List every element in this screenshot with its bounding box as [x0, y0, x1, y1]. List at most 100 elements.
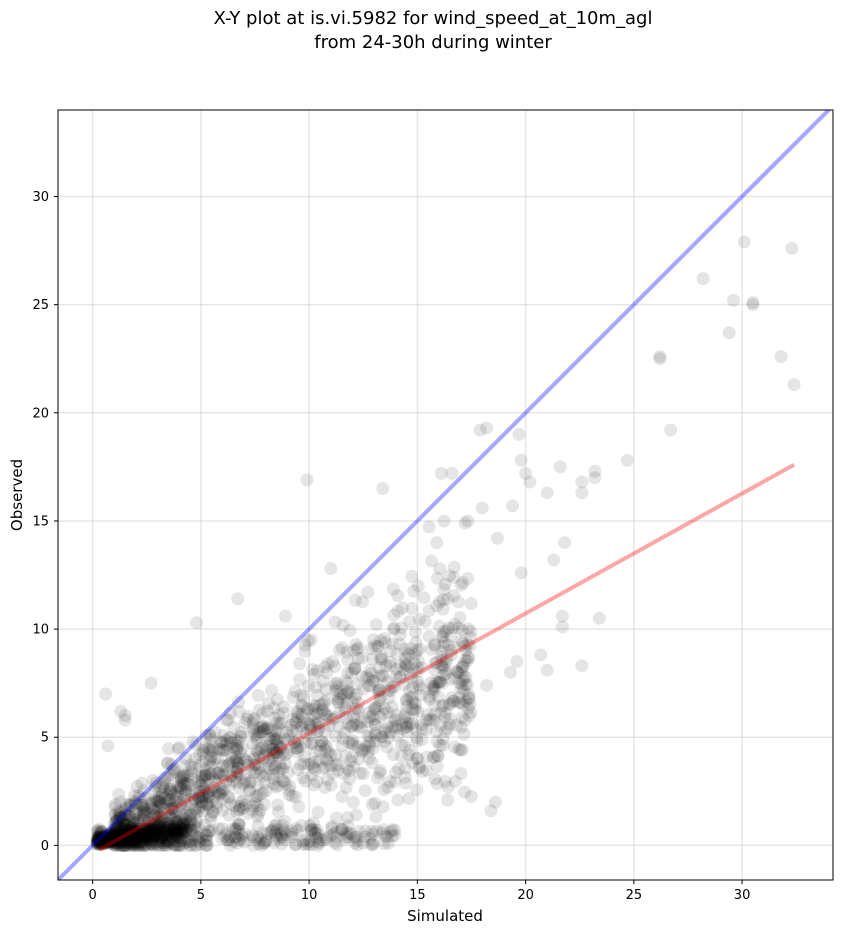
data-point [368, 718, 382, 732]
data-point [351, 740, 365, 754]
data-point [277, 706, 291, 720]
data-point [307, 778, 321, 792]
data-point [774, 350, 788, 364]
data-point [272, 749, 286, 763]
data-point [232, 818, 246, 832]
data-point [230, 776, 244, 790]
data-point [286, 690, 300, 704]
data-point [306, 662, 320, 676]
data-point [117, 833, 131, 847]
data-point [442, 717, 456, 731]
data-point [200, 834, 214, 848]
data-point [199, 768, 213, 782]
data-point [262, 732, 276, 746]
data-point [109, 824, 123, 838]
data-point [97, 833, 111, 847]
data-point [335, 739, 349, 753]
data-point [241, 709, 255, 723]
data-point [204, 767, 218, 781]
data-point [398, 770, 412, 784]
data-point [332, 695, 346, 709]
data-point [428, 698, 442, 712]
data-point [437, 514, 451, 528]
data-point [298, 749, 312, 763]
data-point [205, 794, 219, 808]
data-point [240, 712, 254, 726]
data-point [221, 833, 235, 847]
data-point [435, 661, 449, 675]
data-point [165, 812, 179, 826]
data-point [200, 828, 214, 842]
data-point [324, 759, 338, 773]
data-point [92, 833, 106, 847]
data-point [547, 553, 561, 567]
data-point [252, 807, 266, 821]
data-point [575, 486, 589, 500]
data-point [452, 621, 466, 635]
data-point [519, 466, 533, 480]
data-point [178, 835, 192, 849]
data-point [220, 833, 234, 847]
data-point [159, 816, 173, 830]
data-point [126, 811, 140, 825]
data-point [138, 824, 152, 838]
data-point [204, 809, 218, 823]
data-point [154, 833, 168, 847]
data-point [113, 829, 127, 843]
data-point [113, 832, 127, 846]
data-point [246, 716, 260, 730]
data-point [122, 829, 136, 843]
data-point [237, 794, 251, 808]
data-point [362, 739, 376, 753]
data-point [122, 809, 136, 823]
data-point [339, 830, 353, 844]
data-point [148, 809, 162, 823]
data-point [254, 766, 268, 780]
data-point [96, 834, 110, 848]
data-point [342, 735, 356, 749]
y-tick-label: 30 [32, 190, 49, 205]
data-point [231, 761, 245, 775]
data-point [115, 835, 129, 849]
data-point [92, 822, 106, 836]
data-point [289, 838, 303, 852]
data-point [316, 833, 330, 847]
data-point [233, 802, 247, 816]
data-point [315, 735, 329, 749]
data-point [388, 775, 402, 789]
data-point [426, 679, 440, 693]
data-point [143, 808, 157, 822]
data-point [140, 832, 154, 846]
data-point [111, 820, 125, 834]
data-point [201, 790, 215, 804]
data-point [434, 466, 448, 480]
data-point [415, 722, 429, 736]
data-point [422, 629, 436, 643]
data-point [122, 798, 136, 812]
data-point [154, 816, 168, 830]
data-point [267, 743, 281, 757]
data-point [151, 817, 165, 831]
data-point [92, 835, 106, 849]
data-point [368, 796, 382, 810]
data-point [347, 717, 361, 731]
data-point [97, 834, 111, 848]
data-point [162, 816, 176, 830]
data-point [480, 421, 494, 435]
data-point [245, 737, 259, 751]
data-point [132, 828, 146, 842]
data-point [263, 731, 277, 745]
data-point [145, 830, 159, 844]
data-point [120, 820, 134, 834]
data-point [363, 678, 377, 692]
data-point [400, 658, 414, 672]
data-point [410, 734, 424, 748]
data-point [129, 834, 143, 848]
data-point [109, 824, 123, 838]
data-point [307, 823, 321, 837]
data-point [364, 667, 378, 681]
data-point [354, 715, 368, 729]
data-point [204, 812, 218, 826]
data-point [120, 831, 134, 845]
data-point [315, 735, 329, 749]
